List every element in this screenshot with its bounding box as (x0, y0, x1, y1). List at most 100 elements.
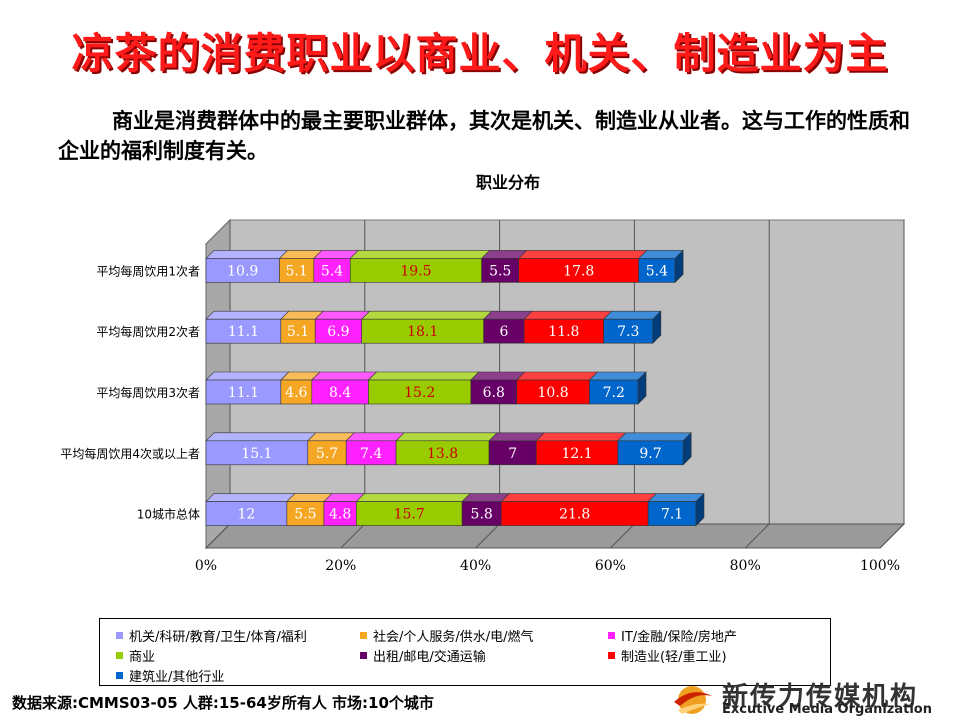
x-tick-label: 40% (460, 558, 491, 574)
chart-title: 职业分布 (476, 173, 540, 192)
legend-swatch (608, 632, 615, 639)
bar-segment (481, 258, 520, 283)
data-label: 7.3 (617, 324, 639, 340)
bar-segment-top (395, 432, 498, 442)
data-label: 19.5 (400, 263, 431, 279)
category-label: 平均每周饮用3次者 (96, 385, 200, 400)
legend-swatch (608, 652, 615, 659)
data-label: 15.1 (241, 446, 272, 462)
bar-segment-top (515, 371, 599, 381)
data-label: 4.6 (285, 385, 307, 401)
gridline-floor (475, 523, 500, 549)
legend-label: 社会/个人服务/供水/电/燃气 (373, 630, 534, 645)
bar-segment (349, 258, 482, 283)
bar-end-side (652, 310, 662, 344)
gridline-floor (205, 523, 231, 549)
bar-segment-top (205, 493, 296, 502)
bar-segment-top (647, 493, 705, 502)
bar-segment (313, 258, 351, 283)
bar-segment (345, 440, 397, 466)
bar-end-side (695, 492, 705, 527)
data-label: 18.1 (407, 324, 438, 340)
logo-name: 新传力传媒机构 (722, 682, 919, 712)
data-label: 5.5 (294, 507, 316, 523)
bar-segment-top (205, 310, 290, 320)
bar-segment-top (360, 310, 493, 320)
chart-legend: 机关/科研/教育/卫生/体育/福利 社会/个人服务/供水/电/燃气 IT/金融/保险… (99, 618, 831, 686)
data-label: 11.1 (228, 385, 259, 401)
bar-segment (395, 440, 490, 466)
bar-segment (311, 379, 369, 405)
data-label: 5.4 (646, 263, 668, 279)
bar-segment-top (535, 432, 627, 442)
bar-segment (205, 440, 309, 466)
bar-segment-top (355, 493, 471, 502)
data-label: 11.1 (228, 324, 259, 340)
bar-end-side (682, 432, 692, 466)
occupation-distribution-chart: 职业分布 0% 20% 40% 60% 80% 100% 平均每周饮用1次者 10.9 5.1 5.… (60, 173, 906, 574)
bar-segment-top (518, 250, 648, 259)
data-label: 12 (238, 507, 256, 523)
category-label: 平均每周饮用4次或以上者 (60, 446, 200, 461)
data-label: 13.8 (427, 446, 458, 462)
bar-segment-top (311, 371, 378, 381)
bar-segment-top (205, 371, 290, 381)
legend-swatch (116, 632, 123, 639)
legend-label: 制造业(轻/重工业) (621, 650, 727, 665)
data-label: 5.1 (286, 263, 308, 279)
data-label: 5.7 (316, 446, 338, 462)
category-label: 平均每周饮用2次者 (96, 324, 200, 339)
data-label: 11.8 (548, 324, 579, 340)
bar-segment (280, 318, 316, 344)
bar-segment (603, 318, 654, 344)
bar-segment-top (617, 432, 692, 442)
data-label: 6.8 (483, 385, 505, 401)
legend-item: 机关/科研/教育/卫生/体育/福利 (116, 626, 307, 645)
x-tick-label: 20% (325, 558, 356, 574)
gridline-floor (744, 523, 770, 549)
bar-segment (535, 440, 619, 466)
bar-segment-top (345, 432, 405, 442)
page-title: 凉茶的消费职业以商业、机关、制造业为主 (71, 29, 889, 78)
bar-segment (523, 318, 604, 344)
plot-floor (204, 523, 906, 549)
bar-segment (280, 379, 313, 405)
bar-segment-top (523, 310, 613, 320)
data-label: 17.8 (563, 263, 594, 279)
bar-segment-top (488, 432, 545, 442)
logo-subtitle: Excutive Media Organization (722, 702, 932, 717)
bar-segment-top (205, 250, 289, 259)
gridline-floor (610, 523, 635, 549)
data-label: 8.4 (329, 385, 351, 401)
legend-swatch (360, 632, 367, 639)
x-tick-label: 60% (595, 558, 626, 574)
bar-segment (356, 501, 463, 526)
data-source-note: 数据来源:CMMS03-05 人群:15-64岁所有人 市场:10个城市 (12, 694, 434, 712)
gridline-floor (340, 523, 366, 549)
bar-end-side (637, 371, 647, 405)
bar-segment (205, 318, 282, 344)
data-label: 15.2 (404, 385, 435, 401)
bar-segment (638, 258, 676, 283)
legend-item: 建筑业/其他行业 (116, 666, 224, 685)
category-label: 10城市总体 (137, 507, 200, 522)
bar-segment (518, 258, 640, 283)
logo-mark-icon (674, 686, 712, 714)
legend-swatch (360, 652, 367, 659)
intro-paragraph: 商业是消费群体中的最主要职业群体，其次是机关、制造业从业者。这与工作的性质和企业… (58, 108, 910, 163)
data-label: 9.7 (639, 446, 661, 462)
bar-segment (461, 501, 502, 526)
legend-label: 建筑业/其他行业 (129, 670, 225, 685)
bar-segment (205, 501, 288, 526)
data-label: 7.2 (603, 385, 625, 401)
bar-segment-top (349, 250, 491, 259)
gridline-floor (879, 523, 905, 549)
legend-label: 机关/科研/教育/卫生/体育/福利 (129, 630, 307, 645)
x-tick-label: 80% (730, 558, 761, 574)
data-label: 10.9 (227, 263, 258, 279)
data-label: 5.1 (287, 324, 309, 340)
bar-segment-top (588, 371, 647, 381)
bar-segment (314, 318, 362, 344)
data-label: 10.8 (538, 385, 569, 401)
bar-segment (279, 258, 315, 283)
